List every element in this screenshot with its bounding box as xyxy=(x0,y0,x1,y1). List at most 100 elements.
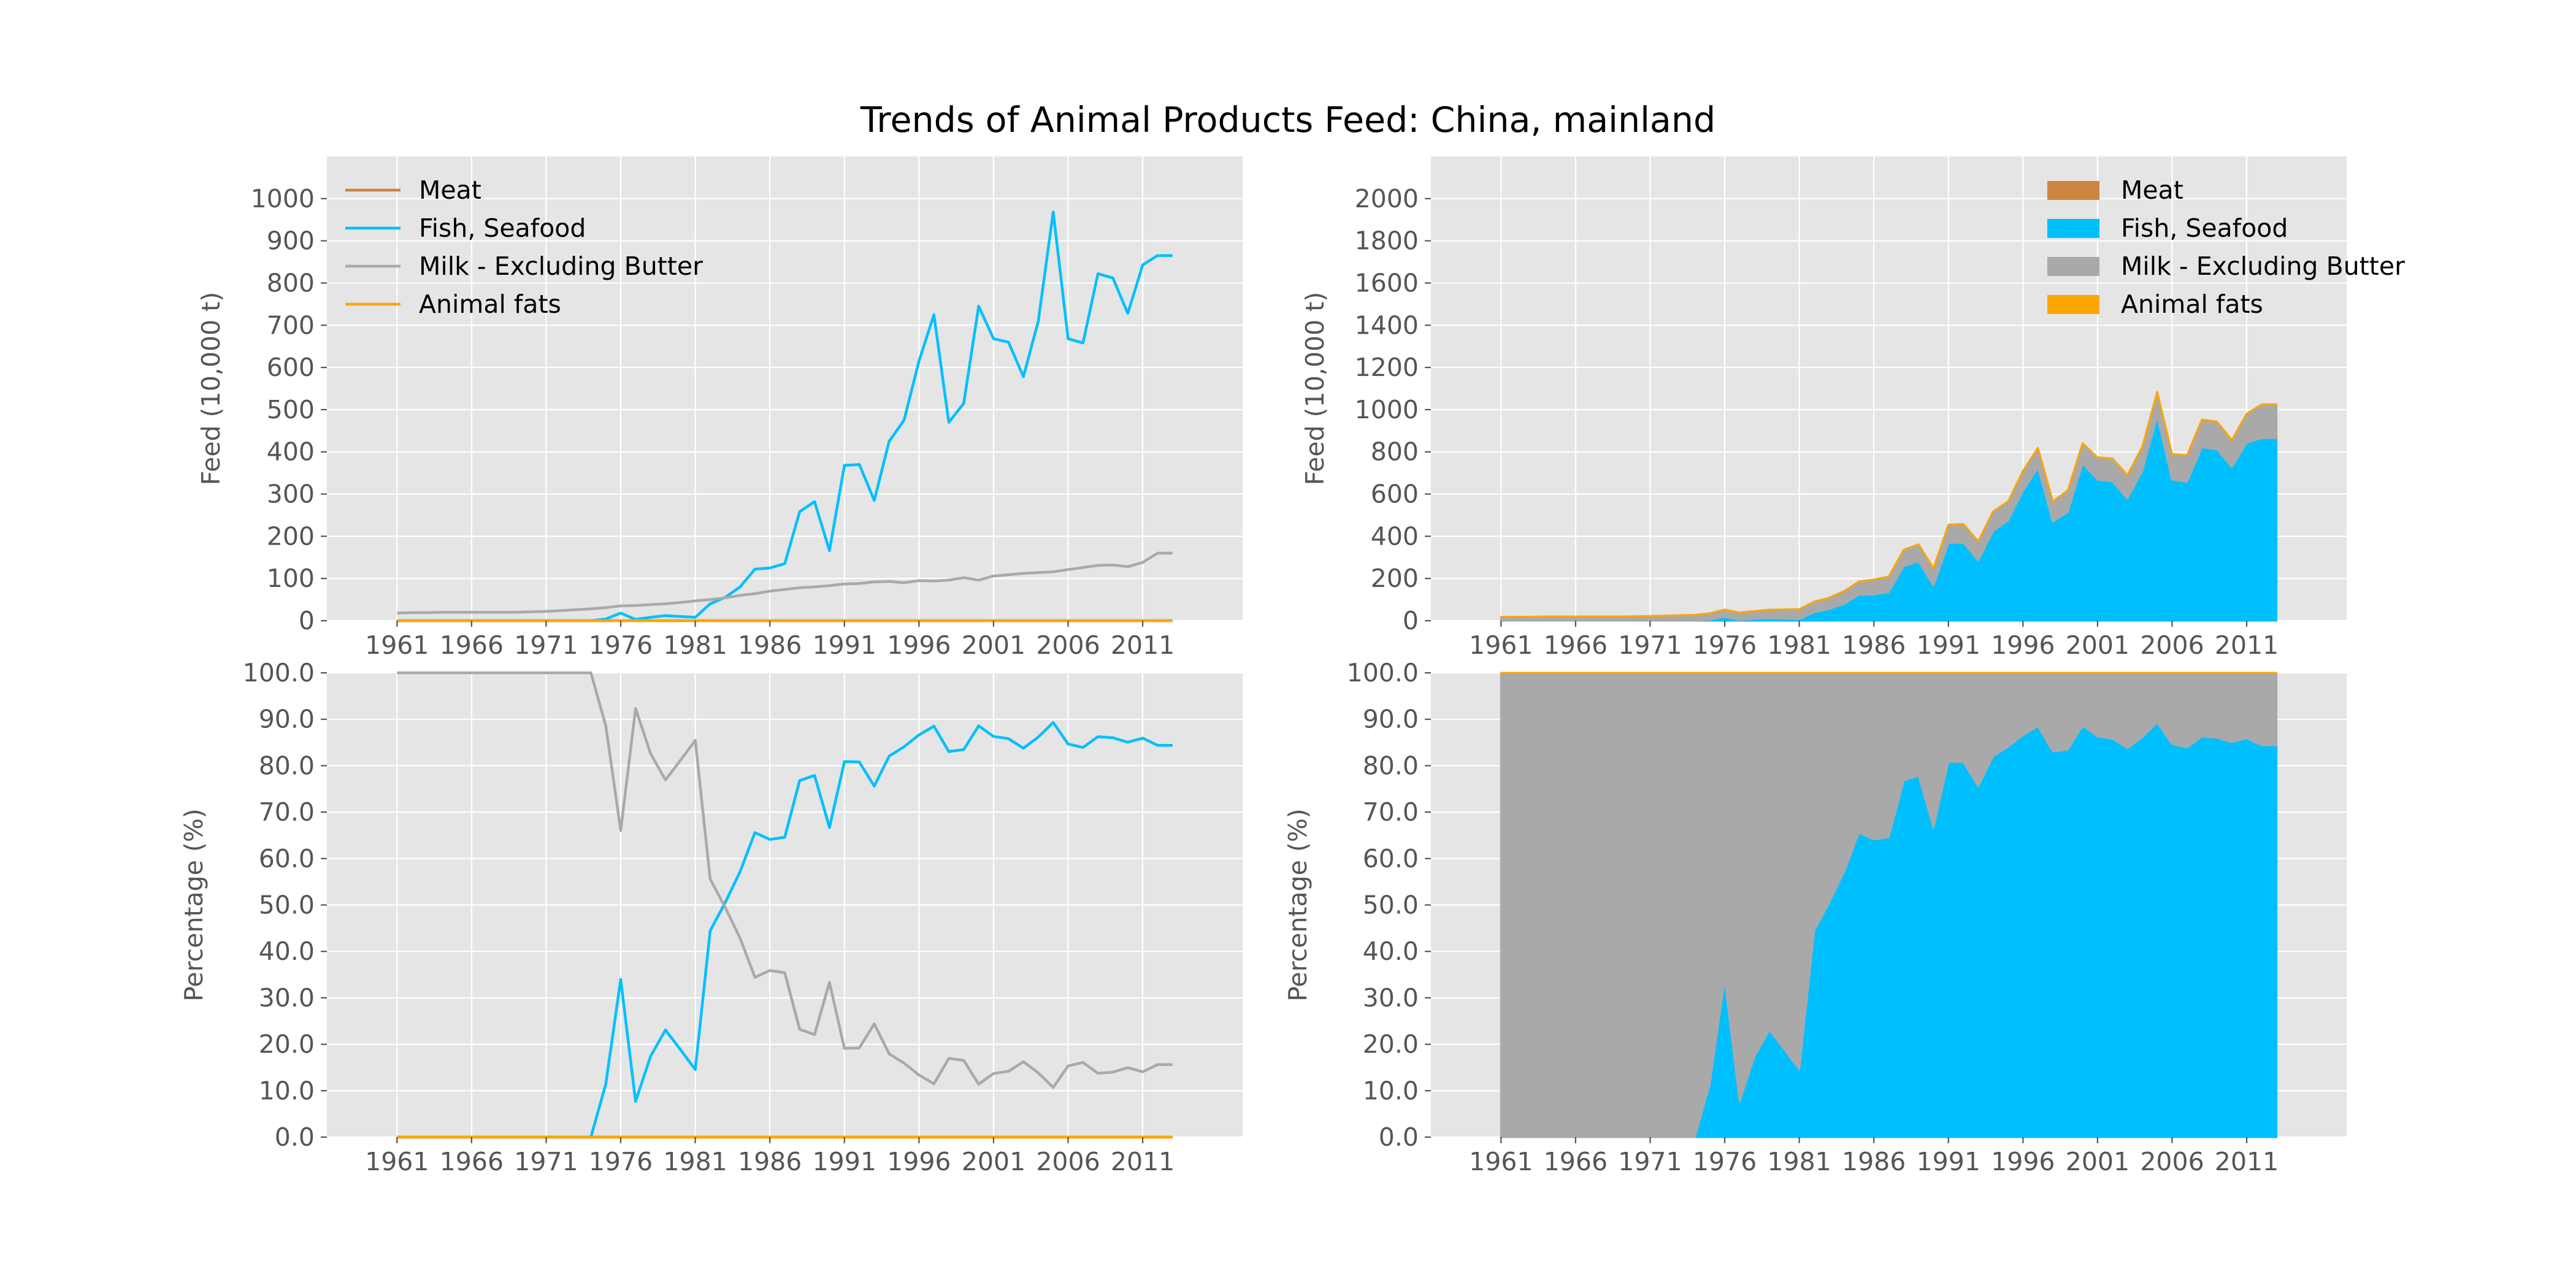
y-tick-label: 400 xyxy=(267,437,315,467)
x-tick-label: 1991 xyxy=(813,1147,876,1176)
x-tick-label: 1971 xyxy=(1618,1147,1682,1176)
y-tick-label: 40.0 xyxy=(1363,937,1419,966)
legend-label: Fish, Seafood xyxy=(2121,213,2288,243)
x-tick-label: 1961 xyxy=(365,631,429,660)
y-tick-label: 200 xyxy=(267,521,315,551)
x-tick-label: 1996 xyxy=(887,631,951,660)
y-tick-label: 100 xyxy=(267,564,315,593)
x-tick-label: 1971 xyxy=(514,631,578,660)
y-axis-label: Feed (10,000 t) xyxy=(196,292,226,485)
x-tick-label: 2006 xyxy=(2140,1147,2204,1176)
y-tick-label: 1800 xyxy=(1355,226,1419,256)
y-axis-label: Percentage (%) xyxy=(1283,808,1313,1002)
x-tick-label: 2001 xyxy=(962,631,1025,660)
y-tick-label: 700 xyxy=(267,310,315,340)
x-tick-label: 1986 xyxy=(738,1147,802,1176)
y-tick-label: 800 xyxy=(267,268,315,297)
x-tick-label: 1961 xyxy=(1469,631,1533,660)
y-tick-label: 80.0 xyxy=(1363,751,1419,780)
x-tick-label: 2001 xyxy=(962,1147,1025,1176)
x-tick-label: 1991 xyxy=(813,631,876,660)
x-tick-label: 1976 xyxy=(1693,1147,1757,1176)
y-tick-label: 70.0 xyxy=(1363,797,1419,827)
x-tick-label: 1986 xyxy=(1842,1147,1906,1176)
y-tick-label: 0 xyxy=(1403,606,1419,635)
x-tick-label: 1976 xyxy=(1693,631,1757,660)
y-tick-label: 40.0 xyxy=(259,937,315,966)
x-tick-label: 1986 xyxy=(738,631,802,660)
x-tick-label: 1961 xyxy=(1469,1147,1533,1176)
y-tick-label: 500 xyxy=(267,395,315,424)
x-tick-label: 1966 xyxy=(1544,1147,1608,1176)
x-tick-label: 1991 xyxy=(1917,1147,1980,1176)
x-tick-label: 2011 xyxy=(2215,631,2279,660)
y-tick-label: 1600 xyxy=(1355,268,1419,297)
y-tick-label: 0.0 xyxy=(275,1122,315,1152)
y-tick-label: 0.0 xyxy=(1379,1122,1419,1152)
y-axis-label: Percentage (%) xyxy=(179,808,209,1002)
legend-swatch xyxy=(2047,295,2099,314)
x-tick-label: 1966 xyxy=(440,631,504,660)
x-tick-label: 1996 xyxy=(887,1147,951,1176)
legend-swatch xyxy=(2047,219,2099,238)
legend-label: Fish, Seafood xyxy=(419,213,586,243)
series-area-animal-fats xyxy=(1500,391,2278,618)
chart-panel-top-left: 1961 1966 1971 1976 1981 1986 1991 1996 2001 2006… xyxy=(196,156,1243,660)
series-line-milk-excluding-butter xyxy=(397,671,1173,1089)
x-tick-label: 1966 xyxy=(1544,631,1608,660)
y-tick-label: 30.0 xyxy=(1363,983,1419,1013)
x-tick-label: 2001 xyxy=(2066,1147,2129,1176)
y-tick-label: 90.0 xyxy=(1363,705,1419,734)
x-tick-label: 1976 xyxy=(589,631,653,660)
y-tick-label: 1000 xyxy=(251,184,315,213)
x-tick-label: 1971 xyxy=(1618,631,1682,660)
y-tick-label: 50.0 xyxy=(259,891,315,920)
x-tick-label: 1996 xyxy=(1991,1147,2055,1176)
x-tick-label: 2001 xyxy=(2066,631,2129,660)
y-tick-label: 60.0 xyxy=(259,844,315,873)
y-tick-label: 800 xyxy=(1371,437,1419,467)
chart-title: Trends of Animal Products Feed: China, m… xyxy=(860,100,1715,140)
x-tick-label: 1981 xyxy=(663,1147,727,1176)
y-axis-label: Feed (10,000 t) xyxy=(1300,292,1330,485)
y-tick-label: 20.0 xyxy=(1363,1030,1419,1059)
legend: Meat Fish, Seafood Milk - Excluding Butter… xyxy=(2047,175,2405,319)
x-tick-label: 1996 xyxy=(1991,631,2055,660)
x-tick-label: 2006 xyxy=(1036,631,1100,660)
x-tick-label: 1981 xyxy=(1767,631,1831,660)
y-tick-label: 0 xyxy=(299,606,315,635)
x-tick-label: 1971 xyxy=(514,1147,578,1176)
x-tick-label: 2011 xyxy=(1111,631,1175,660)
y-tick-label: 10.0 xyxy=(1363,1076,1419,1105)
x-tick-label: 2011 xyxy=(2215,1147,2279,1176)
y-tick-label: 70.0 xyxy=(259,797,315,827)
x-tick-label: 1981 xyxy=(663,631,727,660)
legend-label: Animal fats xyxy=(419,289,561,319)
y-tick-label: 30.0 xyxy=(259,983,315,1013)
y-tick-label: 300 xyxy=(267,480,315,509)
legend-label: Animal fats xyxy=(2121,289,2263,319)
y-tick-label: 1400 xyxy=(1355,310,1419,340)
legend-label: Milk - Excluding Butter xyxy=(419,251,703,281)
y-tick-label: 200 xyxy=(1371,564,1419,593)
y-tick-label: 90.0 xyxy=(259,705,315,734)
legend: Meat Fish, Seafood Milk - Excluding Butter… xyxy=(345,175,703,319)
chart-panel-bottom-left: 1961 1966 1971 1976 1981 1986 1991 1996 2001 2006… xyxy=(179,658,1243,1176)
legend-label: Meat xyxy=(419,175,481,205)
x-tick-label: 1991 xyxy=(1917,631,1980,660)
y-tick-label: 80.0 xyxy=(259,751,315,780)
y-tick-label: 100.0 xyxy=(1347,658,1419,688)
legend-swatch xyxy=(2047,257,2099,276)
x-tick-label: 2006 xyxy=(2140,631,2204,660)
x-tick-label: 1961 xyxy=(365,1147,429,1176)
x-tick-label: 2006 xyxy=(1036,1147,1100,1176)
x-tick-label: 1976 xyxy=(589,1147,653,1176)
y-tick-label: 10.0 xyxy=(259,1076,315,1105)
chart-panel-top-right: 1961 1966 1971 1976 1981 1986 1991 1996 2001 2006… xyxy=(1300,156,2405,660)
y-tick-label: 600 xyxy=(267,353,315,382)
plot-area xyxy=(327,156,1243,621)
legend-label: Meat xyxy=(2121,175,2183,205)
x-tick-label: 1966 xyxy=(440,1147,504,1176)
